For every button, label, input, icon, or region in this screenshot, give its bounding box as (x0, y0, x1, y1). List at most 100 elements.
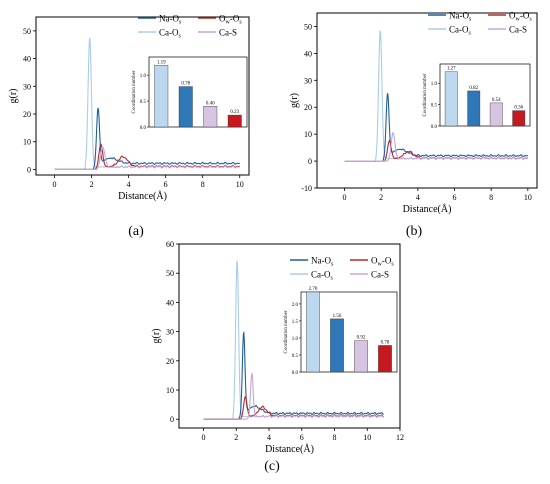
y-tick-label: 10 (166, 386, 174, 395)
panel-label: (b) (406, 224, 423, 239)
x-tick-label: 10 (236, 180, 244, 189)
x-tick-label: 2 (379, 193, 383, 202)
inset-bar (444, 71, 458, 127)
legend: Na-Os Ow-Os Ca-Os Ca-S (138, 14, 242, 40)
inset-y-axis-label: Coordination number (132, 70, 137, 113)
y-tick-label: 30 (23, 82, 31, 91)
inset-y-axis-label: Coordination number (284, 310, 289, 353)
legend-label-naos: Na-Os (159, 14, 182, 26)
x-tick-label: 6 (453, 193, 457, 202)
inset-y-tick-label: 1.0 (140, 74, 147, 79)
panel-label: (a) (128, 224, 144, 239)
x-tick-label: 4 (127, 180, 131, 189)
y-tick-label: 40 (304, 49, 312, 58)
inset-bar-value-label: 0.54 (492, 98, 501, 103)
inset-y-tick-label: 0.5 (431, 104, 438, 109)
x-tick-label: 12 (396, 433, 404, 442)
y-tick-label: 20 (304, 103, 312, 112)
y-tick-label: 0 (308, 157, 312, 166)
inset-bar (178, 86, 193, 128)
inset-bar (489, 102, 503, 127)
inset-bar (154, 65, 169, 128)
legend-label-cas: Ca-S (219, 28, 237, 38)
inset-bar (512, 110, 526, 127)
y-tick-label: 60 (166, 240, 174, 249)
y-tick-label: 30 (304, 76, 312, 85)
y-tick-label: 50 (23, 27, 31, 36)
x-tick-label: 0 (53, 180, 57, 189)
inset-bar-value-label: 0.78 (381, 340, 390, 345)
x-tick-label: 8 (333, 433, 337, 442)
legend-label-cas: Ca-S (371, 270, 389, 280)
inset-bar-value-label: 0.92 (357, 336, 366, 341)
chart-panel-c: 0 2 4 6 8 10 12 0 10 20 30 40 50 60 Distance(Å) g(r) Na-… (151, 240, 404, 474)
inset-bar (227, 114, 242, 128)
y-tick-label: 0 (170, 415, 174, 424)
inset-y-tick-label: 2.0 (292, 303, 299, 308)
chart-panel-a: 0 2 4 6 8 10 0 10 20 30 40 50 Distance(Å) g(r) Na-Os Ow… (8, 14, 250, 239)
x-tick-label: 2 (90, 180, 94, 189)
y-axis-label: g(r) (289, 93, 300, 108)
inset-y-tick-label: 0.5 (140, 100, 147, 105)
inset-bar (467, 90, 481, 127)
plot-frame (178, 243, 401, 429)
x-tick-label: 10 (524, 193, 532, 202)
inset-y-tick-label: 1.0 (431, 82, 438, 87)
y-tick-label: 10 (304, 130, 312, 139)
inset-bar-value-label: 0.40 (206, 101, 215, 106)
inset-bar (330, 318, 344, 373)
y-tick-label: 50 (166, 269, 174, 278)
x-tick-label: 10 (363, 433, 371, 442)
inset-bar-value-label: 2.70 (309, 287, 318, 292)
legend-label-owos: Ow-Os (371, 256, 394, 268)
inset-bar-value-label: 0.23 (230, 110, 239, 115)
legend-label-caos: Ca-Os (311, 270, 334, 282)
x-tick-label: 6 (300, 433, 304, 442)
x-tick-label: 4 (267, 433, 271, 442)
inset-y-tick-label: 1.0 (292, 337, 299, 342)
x-axis-label: Distance(Å) (403, 203, 452, 215)
y-tick-label: 0 (27, 165, 31, 174)
inset-y-tick-label: 0.0 (431, 125, 438, 130)
legend-label-owos: Ow-Os (219, 14, 242, 26)
y-tick-label: 30 (166, 328, 174, 337)
inset-bar-value-label: 0.82 (469, 86, 478, 91)
inset-bar-value-label: 0.36 (514, 106, 523, 111)
inset-bar (354, 340, 368, 373)
series-line-cas (203, 372, 384, 420)
inset-y-axis-label: Coordination number (423, 73, 428, 116)
inset-bar (203, 106, 218, 128)
inset-bar-value-label: 0.78 (181, 82, 190, 87)
inset-y-tick-label: 0.0 (140, 126, 147, 131)
legend-label-caos: Ca-Os (159, 28, 182, 40)
y-tick-label: 40 (166, 298, 174, 307)
y-axis-label: g(r) (151, 329, 162, 344)
x-tick-label: 0 (202, 433, 206, 442)
series-line-owos (344, 139, 529, 162)
x-tick-label: 4 (416, 193, 420, 202)
x-axis-label: Distance(Å) (265, 443, 314, 455)
legend-label-caos: Ca-Os (449, 25, 472, 37)
inset-bar-value-label: 1.19 (157, 60, 166, 65)
legend-label-naos: Na-Os (449, 11, 472, 23)
inset-bar-value-label: 1.56 (333, 314, 342, 319)
inset-bar (378, 345, 392, 373)
y-tick-label: 40 (23, 55, 31, 64)
plot-frame (316, 12, 538, 189)
inset-bar-value-label: 1.27 (447, 67, 456, 72)
y-axis-label: g(r) (8, 89, 19, 104)
chart-panel-b: 0 2 4 6 8 10 -10 0 10 20 30 40 50 Distance(Å) g(r) Na-O… (289, 11, 538, 239)
plot-frame (35, 16, 250, 176)
y-tick-label: 50 (304, 22, 312, 31)
panel-label: (c) (264, 459, 280, 474)
x-tick-label: 8 (201, 180, 205, 189)
y-tick-label: 20 (23, 110, 31, 119)
legend-label-owos: Ow-Os (509, 11, 532, 23)
x-tick-label: 8 (489, 193, 493, 202)
legend-label-cas: Ca-S (509, 25, 527, 35)
inset-y-tick-label: 0.0 (292, 371, 299, 376)
